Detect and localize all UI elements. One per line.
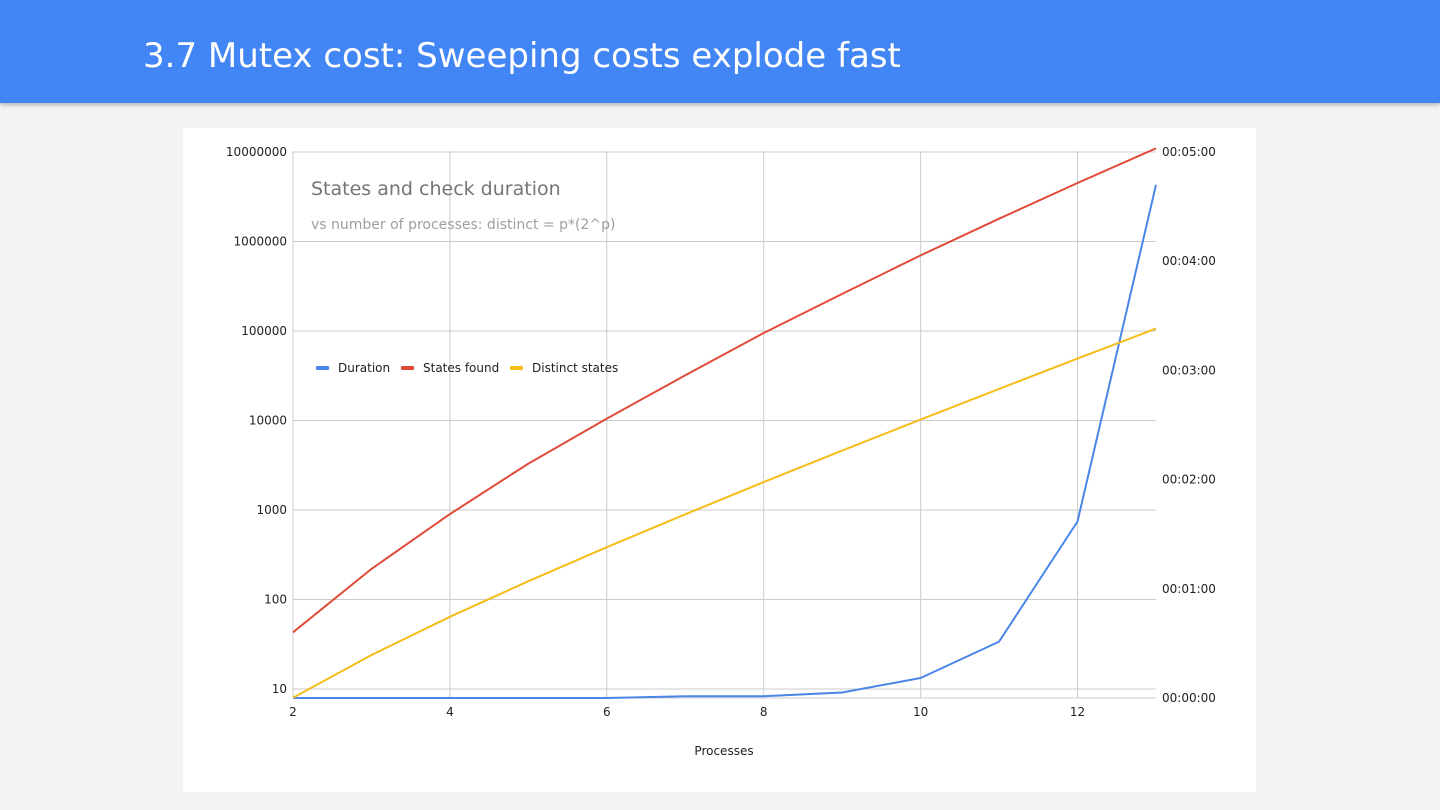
series-line-duration bbox=[293, 184, 1157, 699]
legend-swatch-distinct-states bbox=[510, 366, 523, 370]
legend: Duration States found Distinct states bbox=[316, 361, 618, 375]
left-axis: 10 100 1000 10000 100000 1000000 10000000 bbox=[226, 145, 287, 696]
x-tick-label: 6 bbox=[603, 705, 611, 719]
series-line-distinct-states bbox=[292, 327, 1157, 699]
x-axis-title: Processes bbox=[694, 744, 753, 758]
grid bbox=[292, 151, 1156, 699]
left-tick-label: 10000 bbox=[249, 414, 287, 428]
right-tick-label: 00:03:00 bbox=[1162, 363, 1216, 377]
slide-title: 3.7 Mutex cost: Sweeping costs explode f… bbox=[143, 36, 901, 76]
chart: 10 100 1000 10000 100000 1000000 10000000 00:0… bbox=[226, 145, 1216, 758]
right-tick-label: 00:01:00 bbox=[1162, 582, 1216, 596]
left-tick-label: 100 bbox=[264, 593, 287, 607]
x-tick-label: 8 bbox=[760, 705, 768, 719]
series-line-states-found bbox=[292, 147, 1157, 634]
right-tick-label: 00:05:00 bbox=[1162, 145, 1216, 159]
left-tick-label: 100000 bbox=[241, 324, 287, 338]
right-tick-label: 00:02:00 bbox=[1162, 473, 1216, 487]
left-tick-label: 10000000 bbox=[226, 145, 287, 159]
right-tick-label: 00:04:00 bbox=[1162, 254, 1216, 268]
x-tick-label: 12 bbox=[1070, 705, 1085, 719]
legend-label-states-found: States found bbox=[423, 361, 499, 375]
x-axis: 2 4 6 8 10 12 bbox=[289, 705, 1085, 719]
x-tick-label: 2 bbox=[289, 705, 297, 719]
legend-swatch-duration bbox=[316, 366, 329, 370]
chart-card: 10 100 1000 10000 100000 1000000 10000000 00:0… bbox=[183, 128, 1256, 792]
chart-title: States and check duration bbox=[311, 178, 561, 200]
left-tick-label: 1000 bbox=[256, 503, 287, 517]
right-axis: 00:00:00 00:01:00 00:02:00 00:03:00 00:04:00… bbox=[1162, 145, 1216, 705]
legend-swatch-states-found bbox=[401, 366, 414, 370]
x-tick-label: 4 bbox=[446, 705, 454, 719]
legend-label-distinct-states: Distinct states bbox=[532, 361, 618, 375]
right-tick-label: 00:00:00 bbox=[1162, 691, 1216, 705]
slide-header: 3.7 Mutex cost: Sweeping costs explode f… bbox=[0, 0, 1440, 103]
chart-subtitle: vs number of processes: distinct = p*(2^… bbox=[311, 217, 615, 233]
left-tick-label: 1000000 bbox=[234, 235, 287, 249]
left-tick-label: 10 bbox=[272, 682, 287, 696]
series-lines bbox=[292, 147, 1157, 699]
x-tick-label: 10 bbox=[913, 705, 928, 719]
legend-label-duration: Duration bbox=[338, 361, 390, 375]
